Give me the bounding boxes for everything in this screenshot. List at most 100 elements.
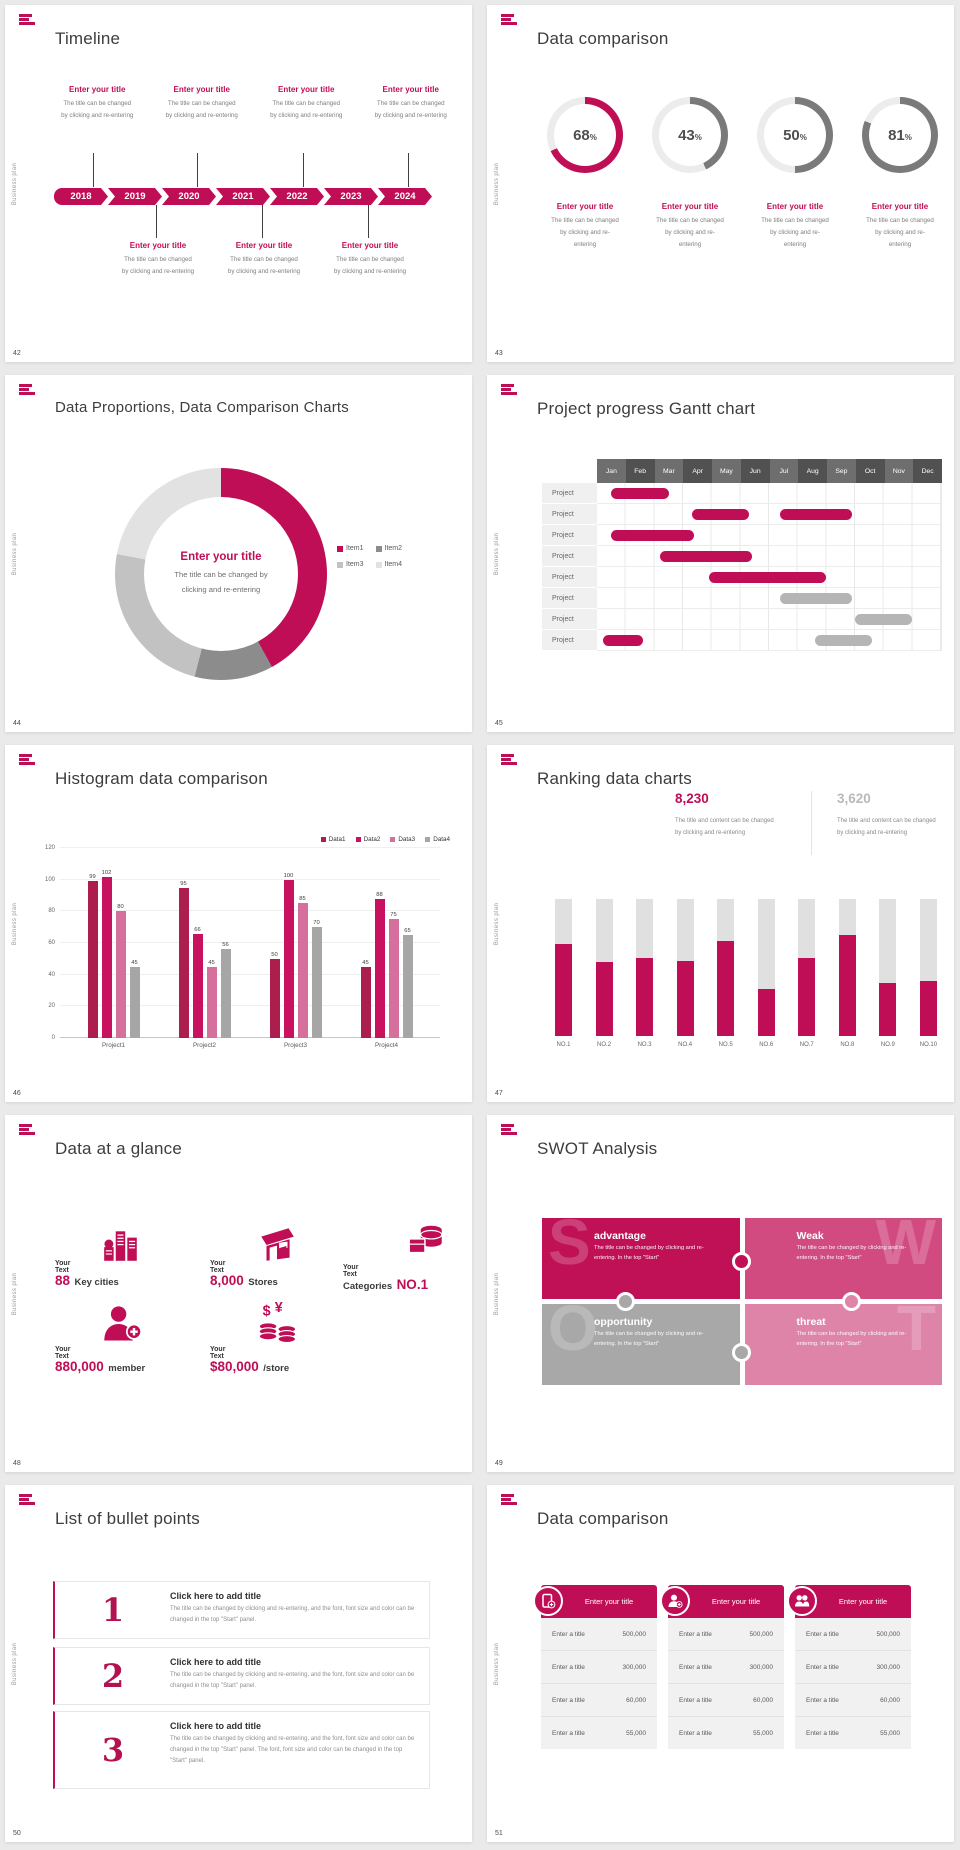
slide-number: 44 <box>13 720 21 727</box>
gantt-row: Project <box>542 609 942 630</box>
swot-letter: T <box>896 1304 936 1364</box>
gantt-month: Apr <box>683 459 712 483</box>
gantt-month: Oct <box>855 459 885 483</box>
bullet-number: 1 <box>101 1591 125 1629</box>
card-row: Enter a title 500,000 <box>806 1630 900 1638</box>
gantt-month: Dec <box>913 459 942 483</box>
card-row: Enter a title 55,000 <box>795 1716 911 1749</box>
progress-ring-row: 68% 43% 50% 81% <box>547 97 938 173</box>
puzzle-connector <box>616 1292 635 1311</box>
legend-item: Item1 <box>337 545 364 552</box>
slide-title: Data at a glance <box>55 1139 183 1158</box>
gantt-row: Project <box>542 483 942 504</box>
caption-item: Enter your title The title can be changed… <box>761 202 829 248</box>
card-row: Enter a title 300,000 <box>541 1650 657 1683</box>
slide-number: 48 <box>13 1460 21 1467</box>
brand-logo-icon <box>19 1494 35 1506</box>
ranking-bar: NO.2 <box>595 899 613 1048</box>
bullet-item: 3 Click here to add title The title can be… <box>53 1711 430 1789</box>
brand-logo-icon <box>19 14 35 26</box>
bullet-item: 1 Click here to add title The title can be… <box>53 1581 430 1639</box>
ranking-bar: NO.9 <box>879 899 897 1048</box>
timeline-year: 2020 <box>162 188 216 205</box>
brand-logo-icon <box>501 1494 517 1506</box>
caption-item: Enter your title The title can be changed… <box>656 202 724 248</box>
ranking-bar: NO.8 <box>838 899 856 1048</box>
donut-center-title: Enter your title <box>180 551 262 564</box>
gantt-bar <box>611 530 695 541</box>
categories-icon <box>405 1221 447 1266</box>
gantt-chart: Jan Feb Mar Apr May Jun Jul Aug Sep Oct Nov Dec Proj… <box>542 459 942 651</box>
brand-logo-icon <box>501 1124 517 1136</box>
vertical-label: Business plan <box>494 1272 500 1315</box>
progress-ring-chart: 81% <box>862 97 938 173</box>
slide-47-ranking[interactable]: Business plan Ranking data charts 8,230 … <box>487 745 954 1102</box>
donut-center: Enter your title The title can be change… <box>144 497 298 651</box>
vertical-label: Business plan <box>494 902 500 945</box>
bar-group: 95 66 45 56 <box>159 848 250 1038</box>
gantt-bar <box>780 593 853 604</box>
gantt-month: Feb <box>625 459 655 483</box>
slide-title: Data comparison <box>537 29 669 48</box>
timeline-top-items: Enter your title The title can be changed… <box>45 85 463 122</box>
svg-text:$: $ <box>263 1303 271 1319</box>
ranking-bar: NO.10 <box>920 899 937 1048</box>
slide-title: Data comparison <box>537 1509 669 1528</box>
slide-number: 43 <box>495 350 503 357</box>
progress-ring-chart: 50% <box>757 97 833 173</box>
vertical-label: Business plan <box>494 1642 500 1685</box>
card-row: Enter a title 60,000 <box>795 1683 911 1716</box>
bullet-number: 2 <box>101 1657 125 1695</box>
gantt-month: Aug <box>798 459 827 483</box>
progress-ring-captions: Enter your title The title can be changed… <box>547 202 938 250</box>
divider <box>811 791 812 855</box>
vertical-label: Business plan <box>12 162 18 205</box>
gantt-bar <box>660 551 752 562</box>
slide-title: List of bullet points <box>55 1509 201 1528</box>
slide-46-histogram[interactable]: Business plan Histogram data comparison … <box>5 745 472 1102</box>
person-add-icon <box>660 1586 690 1616</box>
ranking-bar: NO.4 <box>676 899 694 1048</box>
card-row: Enter a title 55,000 <box>668 1716 784 1749</box>
slide-number: 51 <box>495 1830 503 1837</box>
card-row: Enter a title 60,000 <box>541 1683 657 1716</box>
card-row: Enter a title 60,000 <box>668 1683 784 1716</box>
card-header: Enter your title <box>660 1585 784 1618</box>
progress-ring-chart: 68% <box>547 97 623 173</box>
puzzle-connector <box>842 1292 861 1311</box>
card-row: Enter a title 500,000 <box>679 1630 773 1638</box>
ranking-bar: NO.5 <box>717 899 735 1048</box>
svg-text:¥: ¥ <box>275 1301 283 1316</box>
stat-value-primary: 8,230 <box>675 791 709 806</box>
chart-legend: Item1 Item2 Item3 Item4 <box>337 545 402 568</box>
slide-48-data-at-a-glance[interactable]: Business plan Data at a glance Your Text… <box>5 1115 472 1472</box>
gantt-month: Jun <box>740 459 770 483</box>
vertical-label: Business plan <box>494 162 500 205</box>
ranking-bar-chart: NO.1 NO.2 NO.3 NO.4 NO.5 NO.6 NO.7 NO.8 NO.9 NO.1… <box>555 899 937 1048</box>
bar-group: 45 88 75 65 <box>341 848 432 1038</box>
gantt-month: Jul <box>769 459 799 483</box>
caption-item: Enter your title The title can be changed… <box>227 241 301 275</box>
gantt-bar <box>602 635 643 646</box>
slide-title: Project progress Gantt chart <box>537 399 756 418</box>
gantt-month: Mar <box>654 459 684 483</box>
slide-51-comparison-cards[interactable]: Business plan Data comparison Enter your… <box>487 1485 954 1842</box>
timeline-bottom-items: Enter your title The title can be changed… <box>105 241 423 278</box>
slide-42-timeline[interactable]: Business plan Timeline Enter your title T… <box>5 5 472 362</box>
legend-item: Item2 <box>375 545 402 552</box>
gantt-month: Jan <box>597 459 626 483</box>
member-icon <box>101 1303 145 1350</box>
puzzle-connector <box>732 1252 751 1271</box>
donut-chart: Enter your title The title can be change… <box>115 468 327 680</box>
swot-letter: O <box>548 1304 598 1364</box>
store-icon <box>256 1225 298 1270</box>
slide-45-gantt[interactable]: Business plan Project progress Gantt cha… <box>487 375 954 732</box>
slide-50-bullet-list[interactable]: Business plan List of bullet points 1 Cli… <box>5 1485 472 1842</box>
slide-44-proportions[interactable]: Business plan Data Proportions, Data Com… <box>5 375 472 732</box>
slide-number: 49 <box>495 1460 503 1467</box>
caption-item: Enter your title The title can be changed… <box>374 85 447 119</box>
device-user-icon <box>533 1586 563 1616</box>
slide-43-data-comparison[interactable]: Business plan Data comparison 68% 43% 50% 8… <box>487 5 954 362</box>
